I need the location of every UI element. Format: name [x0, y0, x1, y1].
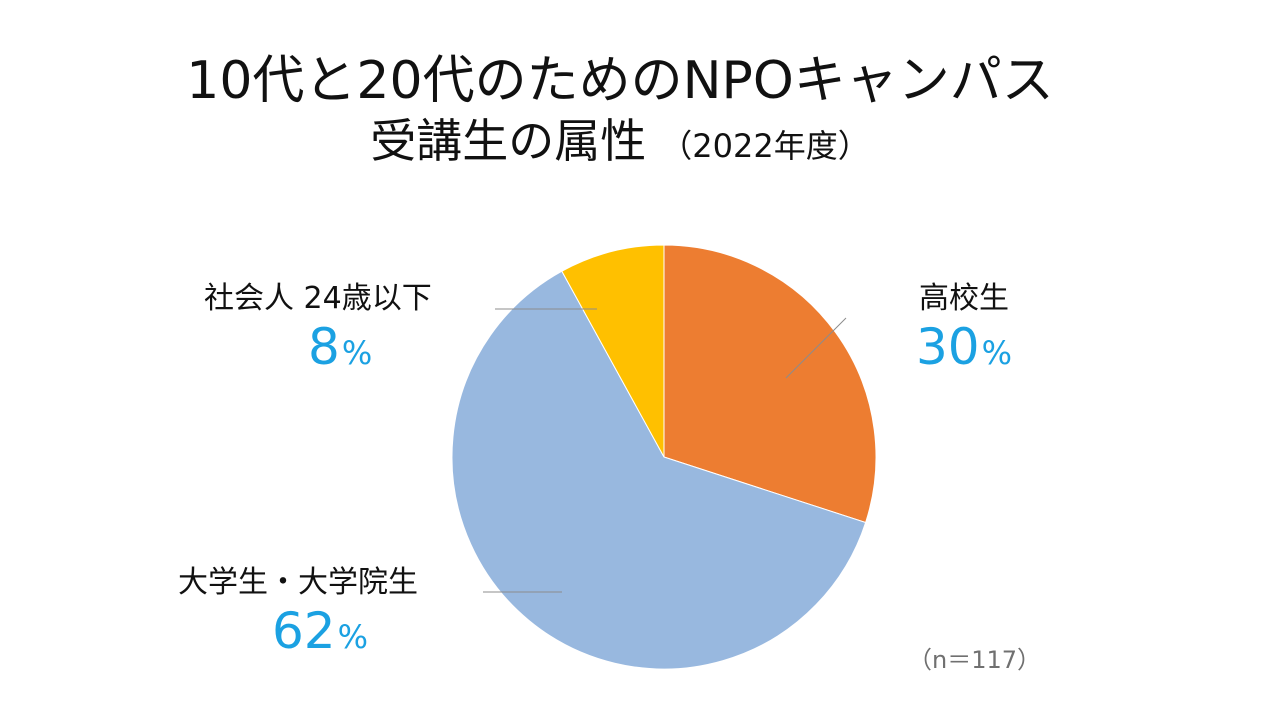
sample-size-note: （n＝117）	[908, 646, 1042, 674]
chart-title-line1: 10代と20代のためのNPOキャンパス	[186, 51, 1054, 111]
percent-value-university: 62	[272, 601, 336, 660]
percent-sign-university: %	[337, 617, 369, 656]
leader-line-high-school	[785, 317, 847, 379]
chart-title-line2: 受講生の属性 （2022年度）	[0, 105, 1240, 171]
pie-slice-hs	[663, 244, 877, 524]
percent-sign-working-youth: %	[341, 333, 373, 372]
pie-slice-univ	[451, 270, 867, 670]
pie-slice-sj	[561, 244, 665, 458]
percent-label-university: 62%	[178, 601, 478, 661]
chart-title-main: 受講生の属性	[370, 114, 647, 168]
data-label-working-youth: 社会人 24歳以下 8%	[204, 281, 484, 377]
percent-label-high-school: 30%	[906, 317, 1022, 377]
percent-label-working-youth: 8%	[204, 317, 484, 377]
percent-value-working-youth: 8	[308, 317, 340, 376]
percent-sign-high-school: %	[981, 333, 1013, 372]
data-label-university: 大学生・大学院生 62%	[178, 565, 478, 661]
data-label-high-school: 高校生 30%	[906, 281, 1022, 377]
chart-title-year: （2022年度）	[660, 127, 870, 165]
percent-value-high-school: 30	[915, 317, 980, 376]
category-label-university: 大学生・大学院生	[178, 565, 418, 600]
category-label-working-youth: 社会人 24歳以下	[204, 281, 432, 316]
category-label-high-school: 高校生	[919, 281, 1009, 316]
